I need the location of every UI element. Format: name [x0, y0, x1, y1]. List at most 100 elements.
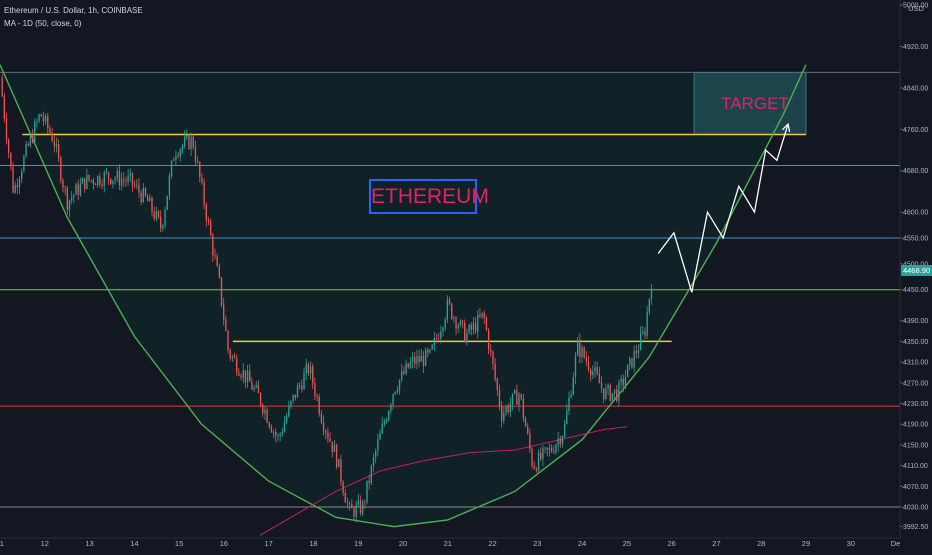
candle	[272, 429, 275, 439]
candle	[68, 199, 71, 218]
candle-body	[442, 327, 444, 332]
candle-body	[285, 416, 288, 423]
candle-body	[648, 298, 650, 313]
candle-body	[292, 394, 294, 401]
price-tick-label: 4840.00	[903, 85, 928, 92]
candle	[309, 361, 312, 380]
candle-body	[642, 331, 644, 334]
candle-body	[84, 178, 86, 189]
candle-body	[283, 422, 286, 432]
candle	[223, 297, 225, 326]
candle	[105, 167, 108, 175]
candle-body	[233, 356, 236, 358]
candle	[546, 447, 548, 457]
candle-body	[468, 324, 470, 334]
candle-body	[572, 377, 574, 395]
candle-body	[51, 133, 53, 142]
candle	[370, 464, 373, 486]
candle	[587, 355, 590, 373]
candle	[600, 376, 603, 393]
candle-body	[540, 452, 542, 460]
candle	[366, 480, 368, 505]
candle-body	[498, 389, 501, 407]
candle-body	[97, 175, 99, 186]
candle	[470, 321, 472, 336]
candle-body	[440, 331, 442, 339]
candle	[225, 315, 227, 332]
candle-body	[170, 160, 173, 177]
candle-body	[305, 364, 307, 374]
candle	[633, 345, 635, 373]
candle	[86, 168, 88, 190]
candle	[342, 479, 344, 497]
candle	[94, 182, 97, 186]
candle	[5, 112, 8, 145]
candle	[53, 135, 55, 153]
candle-body	[160, 216, 162, 229]
candle	[173, 157, 175, 161]
candle-body	[314, 383, 316, 396]
candle	[220, 276, 223, 308]
candle-body	[379, 433, 381, 440]
candle	[383, 418, 386, 427]
candle	[257, 379, 260, 394]
candle	[190, 132, 192, 157]
candle	[566, 403, 568, 425]
candle	[448, 296, 451, 306]
candle-body	[396, 390, 399, 392]
candle-body	[196, 161, 199, 163]
candle-body	[214, 255, 216, 257]
candle-body	[353, 508, 355, 517]
candle	[327, 427, 329, 444]
candle-body	[70, 197, 73, 201]
candle	[275, 428, 277, 443]
candle-body	[457, 325, 459, 329]
candle-body	[279, 433, 281, 436]
candle	[209, 218, 212, 237]
candle-body	[622, 378, 624, 386]
candle	[181, 143, 184, 155]
price-tick-label: 4760.00	[903, 127, 928, 134]
price-tick-label: 4230.00	[903, 401, 928, 408]
candle-body	[266, 409, 268, 423]
candle-body	[344, 492, 346, 503]
candle-body	[366, 480, 368, 503]
candle	[424, 347, 427, 367]
candle-body	[616, 389, 618, 402]
candle	[642, 325, 644, 335]
candle	[92, 177, 95, 190]
candle-body	[355, 504, 357, 517]
candle	[507, 402, 509, 415]
candle-body	[140, 192, 142, 203]
candle	[88, 174, 90, 183]
candle	[203, 178, 205, 210]
candle-body	[75, 184, 77, 195]
candle-body	[92, 179, 95, 184]
candle-body	[331, 441, 333, 453]
candle-body	[385, 420, 388, 422]
candle-body	[542, 448, 544, 460]
candle	[283, 416, 286, 433]
candle	[307, 362, 310, 376]
candle	[524, 416, 527, 427]
candle	[162, 224, 164, 232]
candle	[559, 435, 561, 448]
candle-body	[479, 314, 481, 317]
candle	[568, 391, 570, 416]
candle-body	[155, 211, 158, 219]
date-tick-label: 18	[309, 539, 317, 548]
candle	[40, 113, 42, 117]
candle-body	[494, 363, 496, 379]
candle	[49, 125, 51, 136]
candle	[472, 316, 475, 335]
candle	[385, 417, 388, 424]
price-tick-label: 4550.00	[903, 235, 928, 242]
candle	[153, 206, 155, 222]
candle-body	[23, 156, 25, 172]
candle-body	[127, 175, 129, 182]
candle	[603, 388, 605, 404]
candle	[186, 129, 188, 141]
candle-body	[587, 361, 590, 370]
